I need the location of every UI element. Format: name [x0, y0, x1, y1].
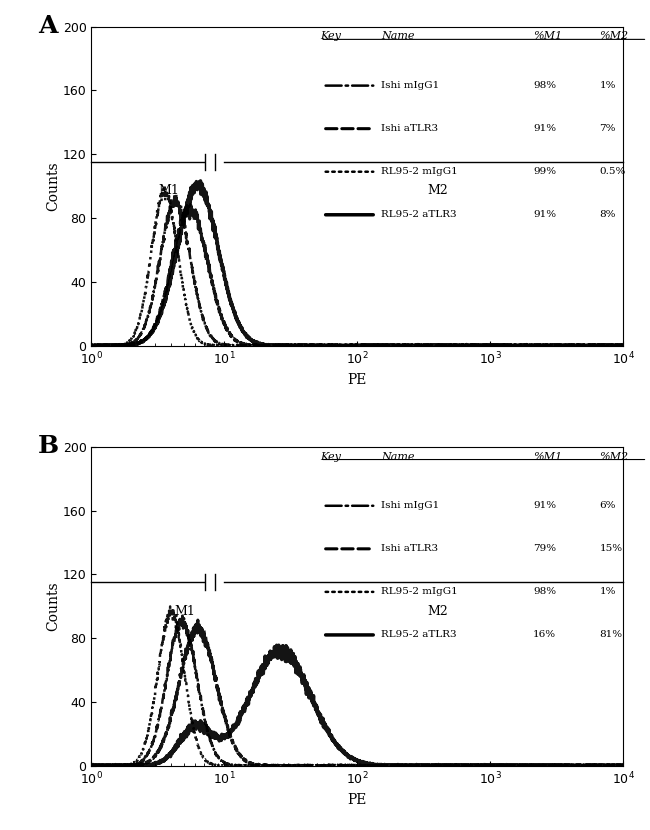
Text: 79%: 79%	[533, 544, 556, 554]
Text: Ishi mIgG1: Ishi mIgG1	[382, 501, 439, 510]
Text: M1: M1	[174, 604, 195, 618]
X-axis label: PE: PE	[348, 373, 367, 387]
Text: Name: Name	[382, 32, 415, 42]
Text: B: B	[38, 434, 59, 458]
Text: 15%: 15%	[599, 544, 623, 554]
Text: RL95-2 aTLR3: RL95-2 aTLR3	[382, 631, 457, 639]
Text: 6%: 6%	[599, 501, 616, 510]
Text: 1%: 1%	[599, 588, 616, 597]
Y-axis label: Counts: Counts	[46, 161, 60, 211]
Text: M1: M1	[158, 184, 179, 198]
Text: Ishi mIgG1: Ishi mIgG1	[382, 81, 439, 90]
Text: %M1: %M1	[533, 32, 562, 42]
Text: RL95-2 aTLR3: RL95-2 aTLR3	[382, 210, 457, 219]
Text: 7%: 7%	[599, 124, 616, 133]
Text: 91%: 91%	[533, 124, 556, 133]
Text: Key: Key	[320, 452, 341, 461]
Text: Ishi aTLR3: Ishi aTLR3	[382, 124, 439, 133]
Text: M2: M2	[427, 184, 448, 198]
Text: 1%: 1%	[599, 81, 616, 90]
Text: RL95-2 mIgG1: RL95-2 mIgG1	[382, 588, 458, 597]
Text: 91%: 91%	[533, 501, 556, 510]
Text: 98%: 98%	[533, 588, 556, 597]
Text: Key: Key	[320, 32, 341, 42]
Text: Name: Name	[382, 452, 415, 461]
Text: 99%: 99%	[533, 167, 556, 176]
X-axis label: PE: PE	[348, 793, 367, 807]
Text: 81%: 81%	[599, 631, 623, 639]
Text: %M1: %M1	[533, 452, 562, 461]
Text: Ishi aTLR3: Ishi aTLR3	[382, 544, 439, 554]
Text: A: A	[38, 14, 58, 38]
Text: %M2: %M2	[599, 32, 629, 42]
Text: 8%: 8%	[599, 210, 616, 219]
Text: 0.5%: 0.5%	[599, 167, 626, 176]
Text: RL95-2 mIgG1: RL95-2 mIgG1	[382, 167, 458, 176]
Text: %M2: %M2	[599, 452, 629, 461]
Text: M2: M2	[427, 604, 448, 618]
Text: 98%: 98%	[533, 81, 556, 90]
Y-axis label: Counts: Counts	[46, 582, 60, 631]
Text: 16%: 16%	[533, 631, 556, 639]
Text: 91%: 91%	[533, 210, 556, 219]
